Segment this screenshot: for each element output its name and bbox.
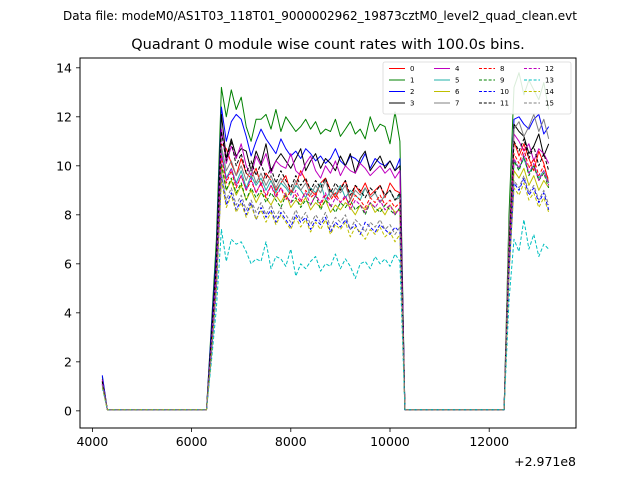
series-line-15 <box>101 172 550 411</box>
y-tick-label: 0 <box>64 403 72 418</box>
y-tick-label: 10 <box>56 158 72 173</box>
legend-label: 9 <box>500 77 504 85</box>
x-tick-label: 8000 <box>275 434 307 449</box>
series-layer <box>101 72 550 411</box>
legend-label: 4 <box>455 65 460 73</box>
legend-label: 8 <box>500 65 504 73</box>
y-tick-label: 8 <box>64 207 72 222</box>
x-offset-text: +2.971e8 <box>514 454 576 469</box>
x-axis: 4000 6000 8000 10000 12000 <box>76 428 509 449</box>
suptitle: Data file: modeM0/AS1T03_118T01_90000029… <box>63 9 577 23</box>
legend-label: 1 <box>410 77 414 85</box>
legend-label: 10 <box>500 88 509 96</box>
y-tick-label: 12 <box>56 109 72 124</box>
legend-label: 13 <box>545 77 554 85</box>
legend-label: 11 <box>500 100 509 108</box>
legend-label: 0 <box>410 65 414 73</box>
axes-frame <box>79 57 577 429</box>
legend-box <box>382 61 572 115</box>
y-tick-label: 14 <box>56 60 72 75</box>
legend-label: 3 <box>410 100 414 108</box>
y-axis: 0 2 4 6 8 10 12 14 <box>56 60 80 418</box>
x-tick-label: 6000 <box>176 434 208 449</box>
x-tick-label: 10000 <box>370 434 410 449</box>
legend-label: 6 <box>455 88 460 96</box>
legend-label: 12 <box>545 65 554 73</box>
y-tick-label: 4 <box>64 305 72 320</box>
y-tick-label: 6 <box>64 256 72 271</box>
legend-label: 5 <box>455 77 459 85</box>
legend-label: 2 <box>410 88 414 96</box>
legend-label: 14 <box>545 88 554 96</box>
legend-label: 15 <box>545 100 554 108</box>
y-tick-label: 2 <box>64 354 72 369</box>
legend-label: 7 <box>455 100 459 108</box>
x-tick-label: 4000 <box>76 434 108 449</box>
chart-title: Quadrant 0 module wise count rates with … <box>131 37 525 53</box>
x-tick-label: 12000 <box>469 434 509 449</box>
